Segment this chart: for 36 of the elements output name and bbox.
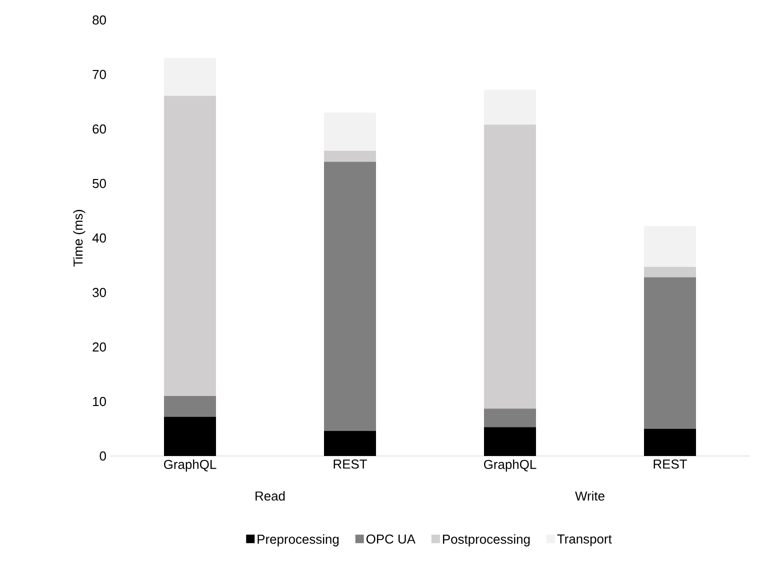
legend-label: Transport (557, 534, 612, 546)
bar (484, 427, 536, 456)
legend-label: OPC UA (366, 534, 416, 544)
legend-label: Preprocessing (258, 534, 339, 546)
y-tick-label: 20 (92, 342, 106, 352)
bar (164, 96, 216, 396)
y-tick-label: 40 (92, 233, 106, 243)
y-tick-label: 0 (100, 451, 106, 461)
y-tick-label: 80 (92, 15, 106, 25)
x-tick-label: REST (654, 460, 687, 469)
y-axis-title: Time (ms) (73, 210, 86, 267)
text: Read (256, 491, 285, 501)
bar (644, 428, 696, 456)
bar (484, 90, 536, 125)
bar (324, 430, 376, 456)
text: Write (575, 491, 604, 501)
bar (484, 408, 536, 428)
x-tick-label: REST (334, 460, 367, 469)
y-tick-label: 10 (93, 396, 106, 406)
bar (324, 112, 376, 151)
x-tick-label: GraphQL (164, 460, 216, 472)
bar (164, 58, 216, 96)
y-tick-label: 70 (92, 70, 106, 80)
y-tick-label: 30 (92, 288, 106, 298)
bar (164, 396, 216, 417)
bar (324, 150, 376, 162)
x-tick-label: GraphQL (484, 460, 536, 472)
bar (324, 162, 376, 431)
legend-label: Postprocessing (443, 534, 530, 546)
bar (644, 266, 696, 278)
bar (484, 124, 536, 409)
bar (644, 277, 696, 429)
y-tick-label: 50 (92, 178, 106, 188)
bar (164, 416, 216, 456)
bar (644, 226, 696, 267)
y-tick-label: 60 (92, 124, 106, 134)
